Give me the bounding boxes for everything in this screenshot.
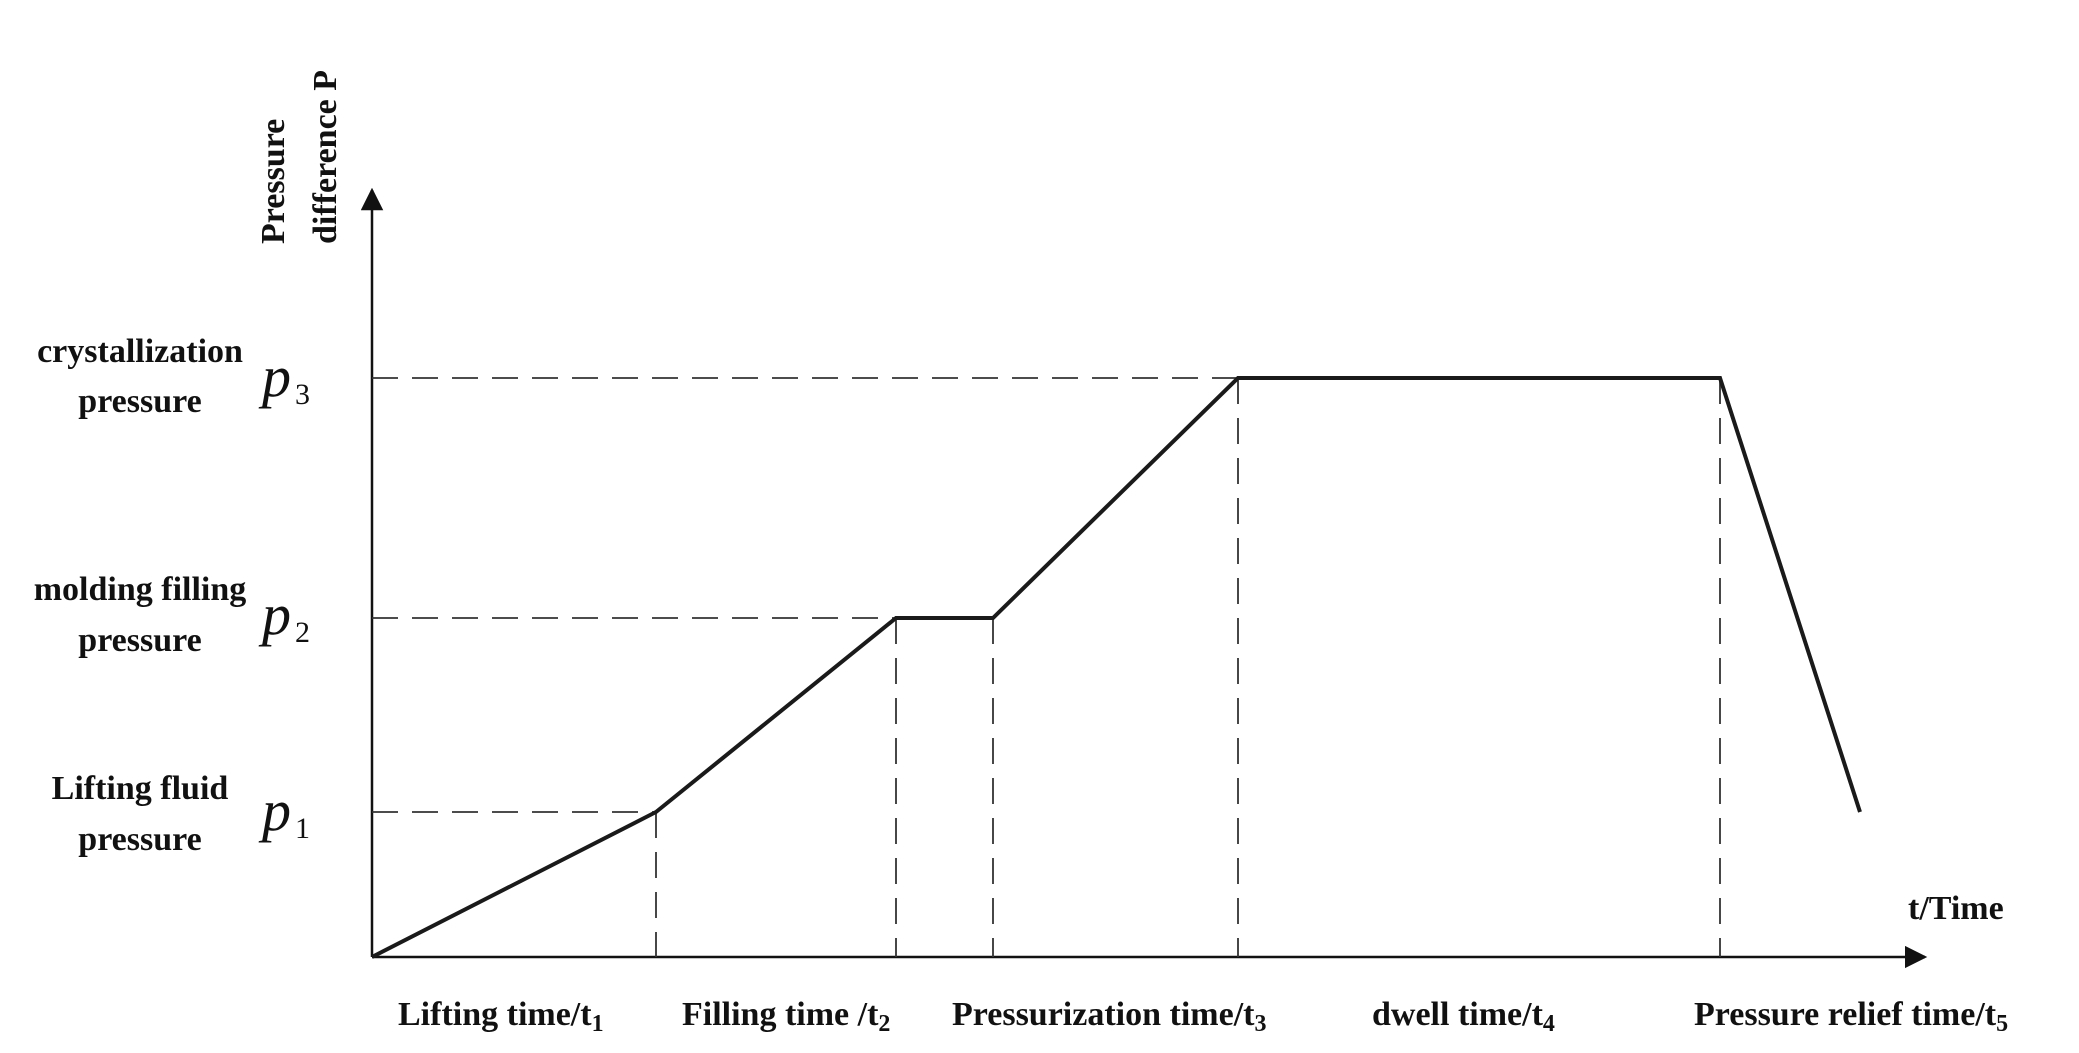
phase-label-pressurization: Pressurization time/t3 — [952, 996, 1266, 1037]
p3-label-line2: pressure — [78, 383, 201, 420]
p2-label-line1: molding filling — [34, 571, 247, 608]
phase-label-dwell: dwell time/t4 — [1372, 996, 1555, 1037]
pressure-curve — [371, 376, 1862, 959]
phase-label-lifting: Lifting time/t1 — [398, 996, 604, 1037]
p1-label-line1: Lifting fluid — [52, 770, 229, 807]
phase-label-filling: Filling time /t2 — [682, 996, 890, 1037]
phase-label-pressure-relief: Pressure relief time/t5 — [1694, 996, 2008, 1037]
x-axis-title: t/Time — [1908, 890, 2004, 927]
y-axis-title-line2: difference P — [307, 70, 344, 244]
p1-label-line2: pressure — [78, 821, 201, 858]
y-axis-title-line1: Pressure — [255, 119, 292, 244]
p3-label-line1: crystallization — [37, 333, 243, 370]
p2-label-line2: pressure — [78, 622, 201, 659]
